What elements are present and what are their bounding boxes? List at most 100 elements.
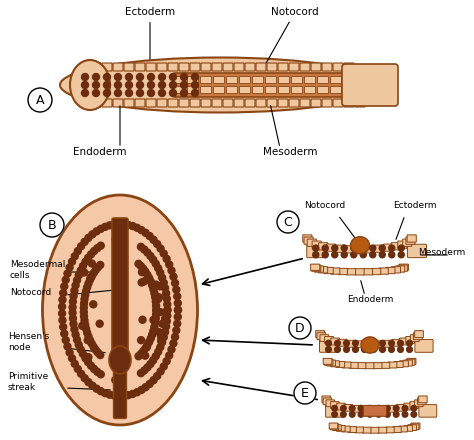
Circle shape [332, 245, 338, 251]
Circle shape [137, 263, 145, 270]
Circle shape [115, 89, 121, 96]
Circle shape [74, 248, 82, 254]
Circle shape [137, 350, 145, 357]
Circle shape [81, 296, 88, 303]
Circle shape [77, 346, 84, 353]
FancyBboxPatch shape [212, 63, 222, 71]
Circle shape [170, 273, 177, 280]
FancyBboxPatch shape [404, 403, 412, 410]
Circle shape [344, 340, 349, 346]
Circle shape [367, 411, 373, 417]
FancyBboxPatch shape [314, 266, 324, 272]
Circle shape [152, 260, 159, 268]
Circle shape [71, 253, 78, 260]
FancyBboxPatch shape [411, 423, 420, 429]
Circle shape [147, 335, 154, 342]
FancyBboxPatch shape [312, 241, 321, 248]
FancyBboxPatch shape [319, 243, 328, 250]
FancyBboxPatch shape [342, 426, 350, 432]
Circle shape [389, 252, 395, 258]
FancyBboxPatch shape [331, 361, 339, 367]
Circle shape [81, 317, 88, 324]
FancyBboxPatch shape [333, 99, 343, 107]
Circle shape [174, 313, 181, 320]
FancyBboxPatch shape [380, 406, 388, 413]
Circle shape [332, 411, 337, 417]
Circle shape [313, 245, 319, 251]
Circle shape [335, 347, 340, 352]
Circle shape [402, 405, 408, 411]
FancyBboxPatch shape [386, 268, 395, 274]
Circle shape [159, 274, 165, 281]
FancyBboxPatch shape [292, 77, 302, 84]
Circle shape [170, 89, 176, 96]
Circle shape [85, 378, 92, 385]
Circle shape [170, 73, 176, 81]
FancyBboxPatch shape [337, 425, 345, 431]
Circle shape [90, 301, 97, 308]
Circle shape [326, 347, 331, 352]
Circle shape [407, 347, 412, 352]
Circle shape [157, 245, 164, 252]
FancyBboxPatch shape [383, 244, 392, 251]
Text: Mesoderm: Mesoderm [263, 147, 317, 157]
Circle shape [163, 255, 170, 262]
Circle shape [61, 283, 68, 290]
FancyBboxPatch shape [327, 360, 336, 366]
Circle shape [137, 370, 145, 377]
Circle shape [115, 392, 122, 400]
Circle shape [60, 323, 67, 330]
FancyBboxPatch shape [304, 77, 316, 84]
FancyBboxPatch shape [256, 99, 266, 107]
Circle shape [174, 300, 181, 307]
FancyBboxPatch shape [349, 363, 358, 368]
Circle shape [106, 391, 113, 398]
Circle shape [91, 366, 98, 373]
Circle shape [153, 281, 160, 288]
Circle shape [88, 260, 95, 267]
Circle shape [155, 294, 163, 301]
Circle shape [71, 326, 78, 333]
FancyBboxPatch shape [157, 63, 167, 71]
FancyBboxPatch shape [370, 427, 379, 433]
Circle shape [142, 384, 149, 391]
Circle shape [157, 344, 164, 351]
FancyBboxPatch shape [188, 77, 199, 84]
FancyBboxPatch shape [355, 246, 364, 253]
Text: Endoderm: Endoderm [73, 147, 127, 157]
FancyBboxPatch shape [112, 218, 128, 352]
Circle shape [393, 411, 399, 417]
Circle shape [407, 340, 412, 346]
Circle shape [384, 411, 390, 417]
Circle shape [120, 392, 127, 400]
Circle shape [160, 363, 167, 370]
FancyBboxPatch shape [325, 337, 333, 343]
FancyBboxPatch shape [317, 333, 326, 340]
FancyBboxPatch shape [212, 99, 222, 107]
Text: C: C [283, 216, 292, 228]
FancyBboxPatch shape [279, 77, 290, 84]
Circle shape [88, 251, 95, 258]
FancyBboxPatch shape [379, 268, 388, 274]
Circle shape [59, 317, 66, 324]
Circle shape [75, 341, 82, 348]
Circle shape [367, 405, 373, 411]
Circle shape [163, 290, 170, 297]
Circle shape [112, 236, 119, 243]
FancyBboxPatch shape [318, 77, 328, 84]
Circle shape [360, 245, 366, 251]
FancyBboxPatch shape [378, 427, 387, 433]
FancyBboxPatch shape [372, 268, 381, 275]
Circle shape [162, 315, 169, 322]
Circle shape [139, 316, 146, 323]
Text: Primitive
streak: Primitive streak [8, 372, 48, 392]
Circle shape [81, 374, 88, 381]
Circle shape [40, 213, 64, 237]
Circle shape [80, 304, 87, 312]
FancyBboxPatch shape [201, 87, 211, 94]
Circle shape [155, 296, 162, 303]
Circle shape [181, 89, 188, 96]
Text: Hensen's
node: Hensen's node [8, 332, 49, 352]
Circle shape [162, 329, 169, 336]
Circle shape [137, 81, 144, 88]
